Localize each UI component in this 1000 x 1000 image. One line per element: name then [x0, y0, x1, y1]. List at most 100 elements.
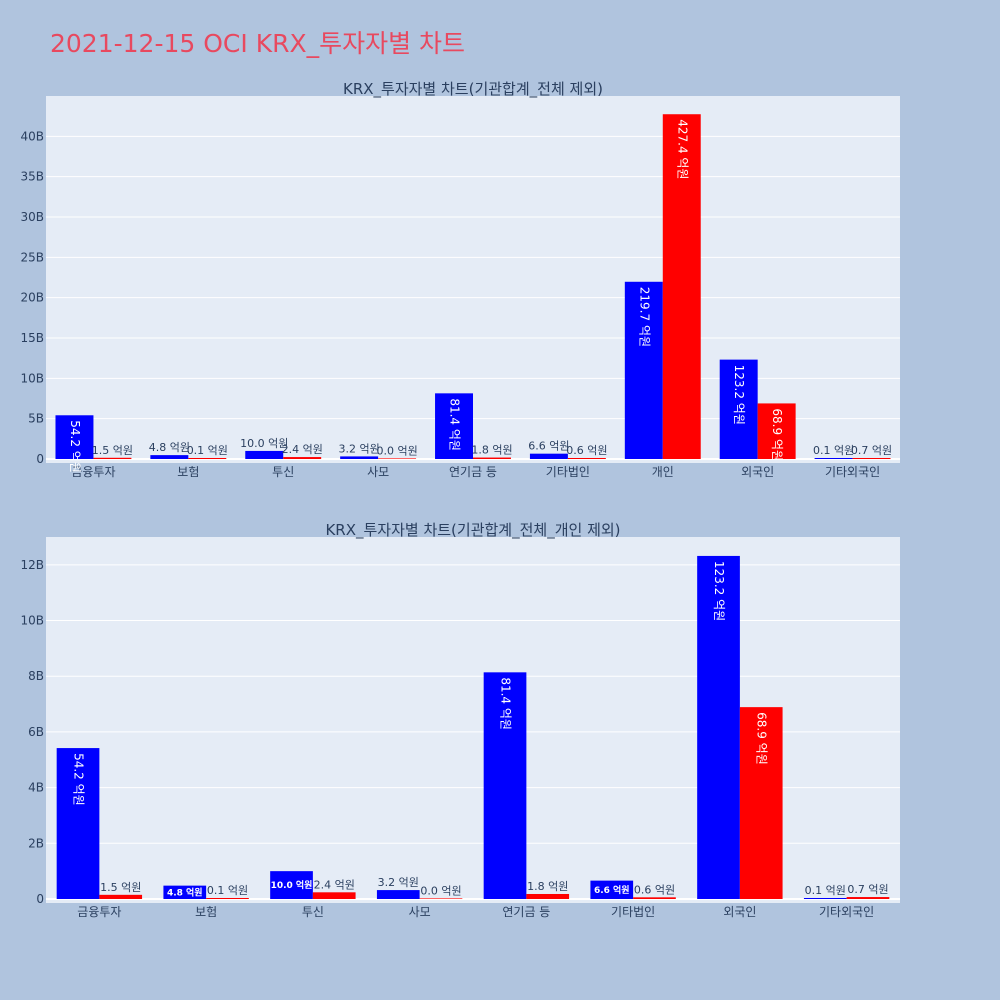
chart-title: KRX_투자자별 차트(기관합계_전체_개인 제외) [325, 521, 620, 540]
data-label: 0.1 억원 [805, 884, 846, 897]
bar [163, 885, 207, 899]
bar [245, 450, 284, 459]
x-tick-label: 보험 [177, 465, 199, 479]
bar [99, 894, 143, 899]
data-label: 0.6 억원 [634, 883, 675, 896]
bar [270, 871, 313, 899]
data-label: 219.7 억원 [637, 287, 651, 347]
bar [526, 893, 570, 899]
data-label: 0.0 억원 [420, 884, 461, 897]
x-tick-label: 금융투자 [77, 905, 121, 919]
x-tick-label: 사모 [409, 905, 431, 919]
data-label: 1.8 억원 [527, 880, 568, 893]
data-label: 68.9 억원 [770, 408, 784, 461]
data-label: 123.2 억원 [732, 365, 746, 425]
x-tick-label: 연기금 등 [502, 905, 550, 919]
y-tick-label: 0 [36, 892, 44, 906]
bar [483, 672, 527, 899]
bar [803, 898, 847, 899]
data-label: 54.2 억원 [68, 420, 82, 473]
data-label: 0.7 억원 [847, 883, 888, 896]
y-tick-label: 6B [28, 725, 44, 739]
bar [283, 457, 322, 459]
x-tick-label: 연기금 등 [449, 465, 497, 479]
data-label: 0.1 억원 [187, 444, 228, 457]
data-label: 4.8 억원 [167, 886, 203, 898]
bar [624, 281, 663, 459]
y-tick-label: 10B [20, 614, 44, 628]
x-tick-label: 사모 [367, 465, 389, 479]
bar [55, 415, 94, 459]
data-label: 0.0 억원 [376, 444, 417, 457]
bar [814, 458, 853, 459]
y-tick-label: 10B [20, 371, 44, 385]
data-label: 10.0 억원 [240, 437, 288, 450]
x-tick-label: 개인 [652, 465, 674, 479]
bar [435, 393, 473, 459]
x-tick-label: 기타법인 [546, 465, 590, 479]
data-label: 81.4 억원 [499, 677, 513, 730]
data-label: 6.6 억원 [528, 440, 569, 453]
y-tick-label: 25B [20, 250, 44, 264]
bar [56, 748, 100, 899]
y-tick-label: 35B [20, 170, 44, 184]
data-label: 54.2 억원 [72, 753, 86, 806]
chart-1: 0 5B 10B 15B 20B 25B 30B 35B 40B KRX_투자자별 차트(기관합계… [20, 80, 900, 479]
data-label: 81.4 억원 [448, 398, 462, 451]
bar [633, 897, 676, 899]
chart-title: KRX_투자자별 차트(기관합계_전체 제외) [343, 80, 603, 99]
x-tick-label: 외국인 [723, 905, 756, 919]
bar [529, 453, 568, 459]
data-label: 0.1 억원 [207, 884, 248, 897]
x-tick-label: 보험 [195, 905, 217, 919]
y-tick-label: 5B [28, 412, 44, 426]
bar [340, 456, 379, 459]
data-label: 6.6 억원 [594, 884, 630, 896]
data-label: 4.8 억원 [149, 441, 190, 454]
data-label: 1.8 억원 [471, 444, 512, 457]
y-tick-label: 12B [20, 558, 44, 572]
bar [697, 555, 740, 899]
data-label: 123.2 억원 [712, 561, 726, 621]
data-label: 2.4 억원 [314, 878, 355, 891]
bar [378, 458, 417, 459]
bar [312, 892, 356, 899]
x-tick-label: 기타법인 [611, 905, 655, 919]
x-tick-label: 기타외국인 [819, 905, 874, 919]
y-tick-label: 2B [28, 836, 44, 850]
data-label: 3.2 억원 [339, 442, 380, 455]
chart-2: 0 2B 4B 6B 8B 10B 12B KRX_투자자별 차트(기관합계_전체_개인 제외… [20, 521, 900, 919]
x-tick-label: 금융투자 [71, 465, 115, 479]
data-label: 0.1 억원 [813, 444, 854, 457]
bar [93, 457, 132, 459]
bar [188, 458, 227, 459]
bar [757, 403, 796, 459]
data-label: 1.5 억원 [92, 444, 133, 457]
data-label: 427.4 억원 [675, 119, 689, 179]
y-tick-label: 30B [20, 210, 44, 224]
y-tick-label: 8B [28, 669, 44, 683]
bar [719, 359, 758, 459]
y-tick-label: 0 [36, 452, 44, 466]
page-title: 2021-12-15 OCI KRX_투자자별 차트 [50, 29, 466, 58]
data-label: 2.4 억원 [282, 443, 323, 456]
y-tick-label: 20B [20, 291, 44, 305]
bar [419, 898, 463, 899]
bar [473, 457, 511, 459]
x-tick-label: 투신 [302, 905, 324, 919]
data-label: 68.9 억원 [755, 712, 769, 765]
bar [590, 880, 634, 899]
bar [662, 114, 701, 460]
x-tick-label: 투신 [272, 465, 294, 479]
bar [206, 898, 249, 899]
bar [739, 707, 783, 899]
bar [852, 458, 891, 459]
bar [846, 897, 890, 899]
bar [150, 455, 189, 459]
data-label: 0.6 억원 [566, 444, 607, 457]
y-tick-label: 4B [28, 781, 44, 795]
x-tick-label: 외국인 [741, 465, 774, 479]
data-label: 1.5 억원 [100, 881, 141, 894]
bar [567, 458, 606, 459]
